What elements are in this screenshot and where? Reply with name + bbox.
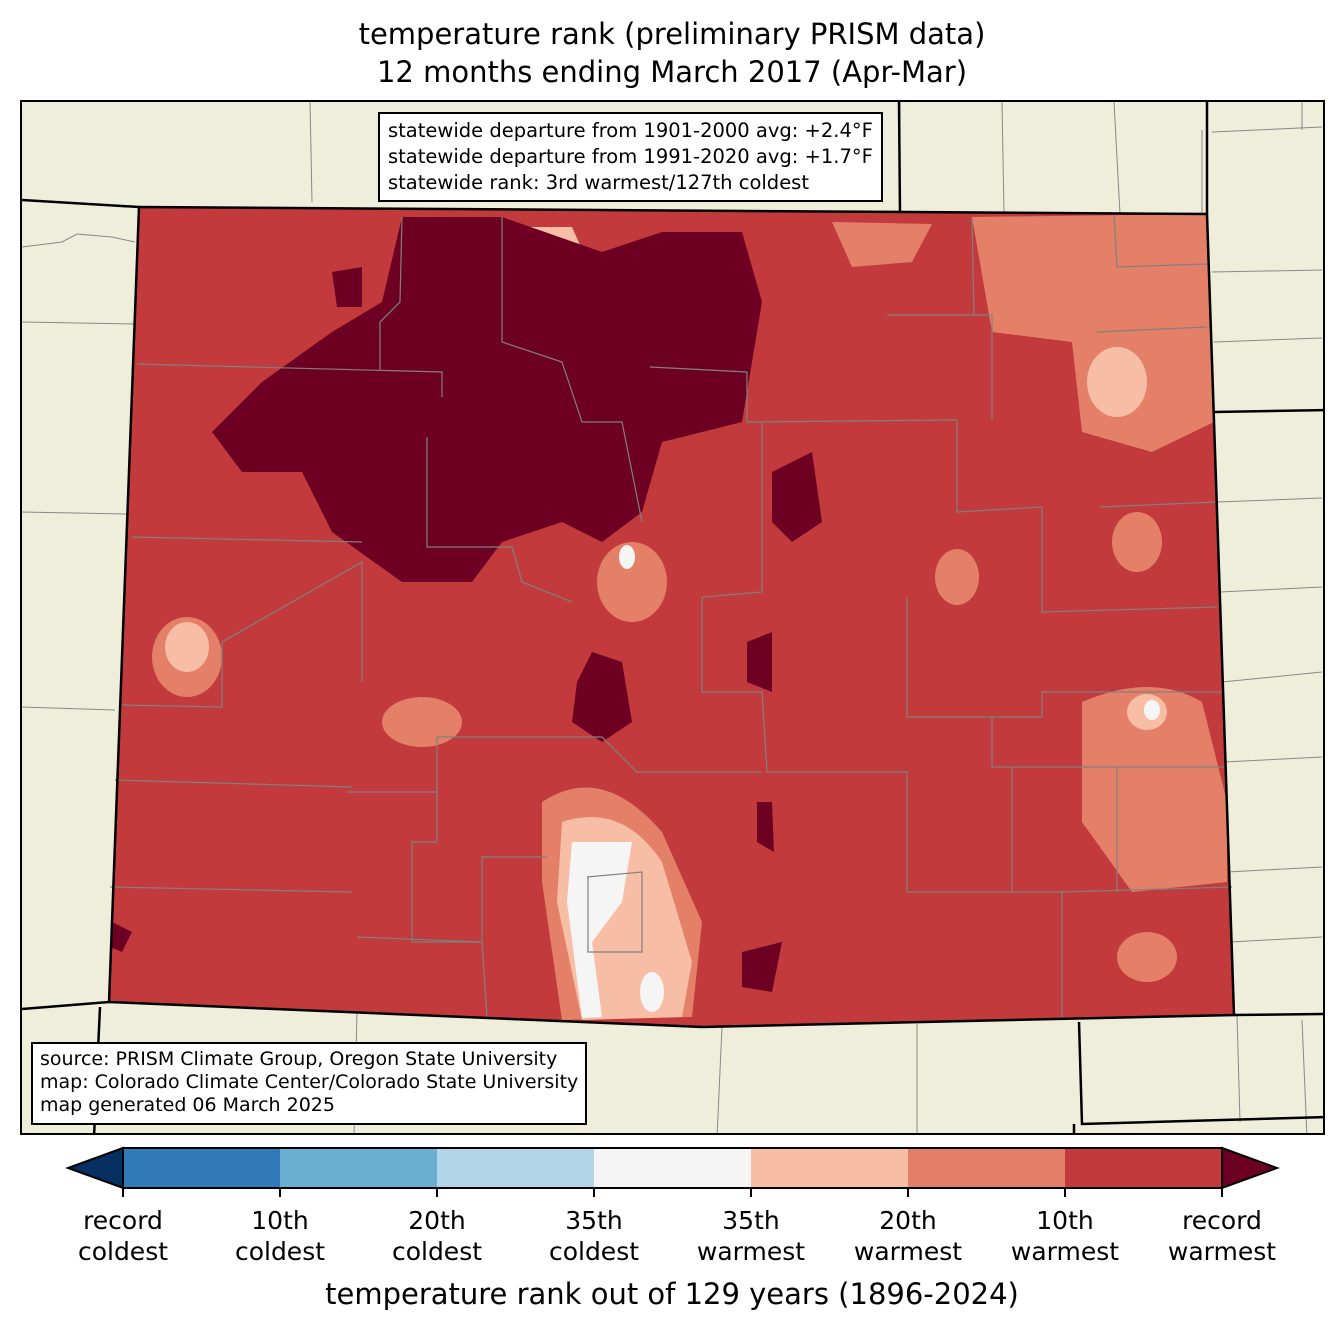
colorado-map: statewide departure from 1901-2000 avg: … [20,100,1325,1135]
tick-label-line2: coldest [234,1237,326,1266]
statewide-stats-box: statewide departure from 1901-2000 avg: … [378,112,883,202]
map-svg [22,102,1323,1133]
colorbar-bin [123,1148,281,1188]
tick-label-line1: 35th [722,1206,780,1235]
tick-label-line2: coldest [548,1237,640,1266]
county-lines [109,213,1233,1020]
tick-label-line1: 20th [408,1206,466,1235]
title-line-1: temperature rank (preliminary PRISM data… [358,17,986,51]
colorbar-tick-label: record coldest [43,1205,203,1267]
credits-map: map: Colorado Climate Center/Colorado St… [40,1071,579,1093]
title-line-2: 12 months ending March 2017 (Apr-Mar) [376,55,968,89]
tick-label-line2: warmest [696,1237,806,1266]
colorbar-tick-label: 35th warmest [671,1205,831,1267]
tick-label-line2: warmest [1167,1237,1277,1266]
tick-label-line2: warmest [853,1237,963,1266]
colorbar-bin [1065,1148,1223,1188]
credits-box: source: PRISM Climate Group, Oregon Stat… [31,1042,588,1125]
stats-departure-1901-2000: statewide departure from 1901-2000 avg: … [388,119,873,142]
warm-20th-regions [152,214,1227,1020]
tick-label-line2: coldest [77,1237,169,1266]
tick-label-line1: 35th [565,1206,623,1235]
colorbar-bin [908,1148,1066,1188]
colorbar-outline [122,1147,1223,1189]
colorbar-bin [751,1148,909,1188]
stats-rank: statewide rank: 3rd warmest/127th coldes… [388,171,809,194]
colorbar-bin [280,1148,438,1188]
colorbar-bin [437,1148,595,1188]
colorbar-tick-label: 35th coldest [514,1205,674,1267]
colorbar-bin [594,1148,752,1188]
colorbar-extend-high [1221,1146,1280,1190]
colorbar-tick-label: record warmest [1142,1205,1302,1267]
colorbar [65,1146,1280,1197]
tick-label-line1: 10th [1036,1206,1094,1235]
tick-label-line2: coldest [391,1237,483,1266]
colorbar-tick-label: 20th warmest [828,1205,988,1267]
credits-generated: map generated 06 March 2025 [40,1094,335,1116]
colorbar-extend-low [65,1146,124,1190]
tick-label-line1: record [1182,1206,1262,1235]
colorbar-tick-label: 10th coldest [200,1205,360,1267]
colorbar-tick-label: 20th coldest [357,1205,517,1267]
colorbar-label: temperature rank out of 129 years (1896-… [325,1277,1019,1311]
colorado-border [107,205,1236,1029]
tick-label-line1: 20th [879,1206,937,1235]
tick-label-line1: 10th [251,1206,309,1235]
tick-label-line1: record [83,1206,163,1235]
record-warmest-regions [110,217,822,992]
credits-source: source: PRISM Climate Group, Oregon Stat… [40,1048,558,1070]
stats-departure-1991-2020: statewide departure from 1991-2020 avg: … [388,145,873,168]
tick-label-line2: warmest [1010,1237,1120,1266]
colorbar-tick-label: 10th warmest [985,1205,1145,1267]
